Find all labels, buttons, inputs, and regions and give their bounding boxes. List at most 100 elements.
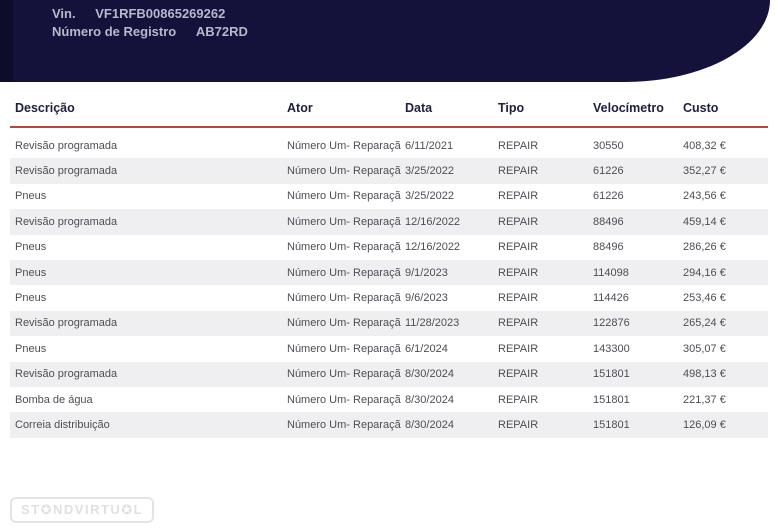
cell-ator: Número Um- Reparaçã xyxy=(287,139,401,152)
cell-velocimetro: 114098 xyxy=(593,266,629,279)
table-row: Pneus Número Um- Reparaçã 3/25/2022 REPAIR 6… xyxy=(10,184,768,209)
cell-custo: 286,26 € xyxy=(683,241,726,254)
cell-tipo: REPAIR xyxy=(498,266,539,279)
registry-label: Número de Registro xyxy=(52,24,177,39)
table-row: Revisão programada Número Um- Reparaçã 8/3… xyxy=(10,361,768,387)
cell-tipo: REPAIR xyxy=(498,393,539,406)
cell-tipo: REPAIR xyxy=(498,241,539,254)
vehicle-identity-block: Vin. VF1RFB00865269262 Número de Registr… xyxy=(52,5,248,41)
cell-descricao: Pneus xyxy=(15,241,47,254)
cell-tipo: REPAIR xyxy=(498,368,539,381)
column-header-descricao: Descrição xyxy=(15,101,75,115)
table-row: Revisão programada Número Um- Reparaçã 11/… xyxy=(10,310,768,337)
cell-custo: 126,09 € xyxy=(683,418,726,431)
cell-velocimetro: 61226 xyxy=(593,190,624,203)
cell-data: 3/25/2022 xyxy=(405,165,454,178)
vin-label: Vin. xyxy=(52,6,76,21)
cell-velocimetro: 114426 xyxy=(593,292,629,305)
table-row: Pneus Número Um- Reparaçã 6/1/2024 REPAIR 14… xyxy=(10,336,768,361)
cell-ator: Número Um- Reparaçã xyxy=(287,368,401,381)
cell-descricao: Bomba de água xyxy=(15,393,93,406)
table-row: Correia distribuição Número Um- Reparaçã 8… xyxy=(10,412,768,438)
header-left-edge xyxy=(0,0,13,82)
registry-line: Número de Registro AB72RD xyxy=(52,23,248,41)
column-header-ator: Ator xyxy=(287,101,313,115)
table-row: Revisão programada Número Um- Reparaçã 3/2… xyxy=(10,158,768,184)
cell-velocimetro: 88496 xyxy=(593,215,624,228)
cell-custo: 294,16 € xyxy=(683,266,726,279)
cell-tipo: REPAIR xyxy=(498,190,539,203)
cell-tipo: REPAIR xyxy=(498,215,539,228)
cell-descricao: Revisão programada xyxy=(15,165,118,178)
cell-descricao: Revisão programada xyxy=(15,317,118,330)
cell-data: 8/30/2024 xyxy=(405,368,454,381)
table-row: Bomba de água Número Um- Reparaçã 8/30/202… xyxy=(10,387,768,412)
cell-descricao: Pneus xyxy=(15,342,47,355)
cell-tipo: REPAIR xyxy=(498,139,539,152)
cell-custo: 498,13 € xyxy=(683,368,726,381)
service-history-table: Descrição Ator Data Tipo Velocímetro Cus… xyxy=(10,90,768,438)
column-header-tipo: Tipo xyxy=(498,101,525,115)
cell-ator: Número Um- Reparaçã xyxy=(287,165,401,178)
cell-ator: Número Um- Reparaçã xyxy=(287,342,401,355)
vin-value: VF1RFB00865269262 xyxy=(95,6,226,21)
cell-velocimetro: 151801 xyxy=(593,418,630,431)
cell-ator: Número Um- Reparaçã xyxy=(287,215,401,228)
cell-custo: 265,24 € xyxy=(683,317,726,330)
cell-custo: 253,46 € xyxy=(683,292,726,305)
cell-data: 9/1/2023 xyxy=(405,266,448,279)
cell-ator: Número Um- Reparaçã xyxy=(287,190,401,203)
cell-custo: 221,37 € xyxy=(683,393,726,406)
cell-velocimetro: 151801 xyxy=(593,393,630,406)
cell-tipo: REPAIR xyxy=(498,165,539,178)
table-row: Revisão programada Número Um- Reparaçã 6/1… xyxy=(10,133,768,158)
cell-ator: Número Um- Reparaçã xyxy=(287,241,401,254)
cell-data: 12/16/2022 xyxy=(405,241,461,254)
cell-data: 11/28/2023 xyxy=(405,317,460,330)
cell-velocimetro: 151801 xyxy=(593,368,630,381)
column-header-velocimetro: Velocímetro xyxy=(593,101,664,115)
cell-custo: 305,07 € xyxy=(683,342,726,355)
table-row: Pneus Número Um- Reparaçã 9/6/2023 REPAIR 11… xyxy=(10,285,768,310)
cell-tipo: REPAIR xyxy=(498,418,539,431)
table-row: Pneus Número Um- Reparaçã 12/16/2022 REPAIR… xyxy=(10,235,768,260)
column-header-custo: Custo xyxy=(683,101,719,115)
table-row: Revisão programada Número Um- Reparaçã 12/… xyxy=(10,209,768,235)
cell-tipo: REPAIR xyxy=(498,342,539,355)
watermark-standvirtual-logo: ST✪NDVIRTU✪L xyxy=(10,497,155,523)
cell-descricao: Revisão programada xyxy=(15,215,118,228)
cell-data: 12/16/2022 xyxy=(405,215,461,228)
cell-data: 8/30/2024 xyxy=(405,418,454,431)
vin-line: Vin. VF1RFB00865269262 xyxy=(52,5,248,23)
cell-ator: Número Um- Reparaçã xyxy=(287,292,401,305)
cell-descricao: Correia distribuição xyxy=(15,418,110,431)
cell-custo: 459,14 € xyxy=(683,215,726,228)
cell-velocimetro: 143300 xyxy=(593,342,630,355)
table-header-row: Descrição Ator Data Tipo Velocímetro Cus… xyxy=(10,90,768,128)
cell-velocimetro: 122876 xyxy=(593,317,630,330)
cell-data: 6/1/2024 xyxy=(405,342,448,355)
table-body: Revisão programada Número Um- Reparaçã 6/1… xyxy=(10,133,768,438)
cell-descricao: Revisão programada xyxy=(15,139,118,152)
cell-ator: Número Um- Reparaçã xyxy=(287,266,401,279)
cell-descricao: Revisão programada xyxy=(15,368,118,381)
cell-descricao: Pneus xyxy=(15,190,47,203)
cell-tipo: REPAIR xyxy=(498,317,539,330)
cell-ator: Número Um- Reparaçã xyxy=(287,418,401,431)
cell-descricao: Pneus xyxy=(15,266,47,279)
cell-data: 6/11/2021 xyxy=(405,139,454,152)
cell-custo: 408,32 € xyxy=(683,139,726,152)
table-row: Pneus Número Um- Reparaçã 9/1/2023 REPAIR 11… xyxy=(10,259,768,286)
cell-data: 8/30/2024 xyxy=(405,393,454,406)
header-banner: Vin. VF1RFB00865269262 Número de Registr… xyxy=(0,0,770,82)
cell-ator: Número Um- Reparaçã xyxy=(287,317,401,330)
registry-value: AB72RD xyxy=(195,24,248,39)
cell-tipo: REPAIR xyxy=(498,292,539,305)
cell-velocimetro: 88496 xyxy=(593,241,624,254)
cell-velocimetro: 61226 xyxy=(593,165,624,178)
cell-descricao: Pneus xyxy=(15,292,47,305)
cell-custo: 352,27 € xyxy=(683,165,726,178)
cell-data: 9/6/2023 xyxy=(405,292,448,305)
cell-custo: 243,56 € xyxy=(683,190,726,203)
cell-data: 3/25/2022 xyxy=(405,190,454,203)
